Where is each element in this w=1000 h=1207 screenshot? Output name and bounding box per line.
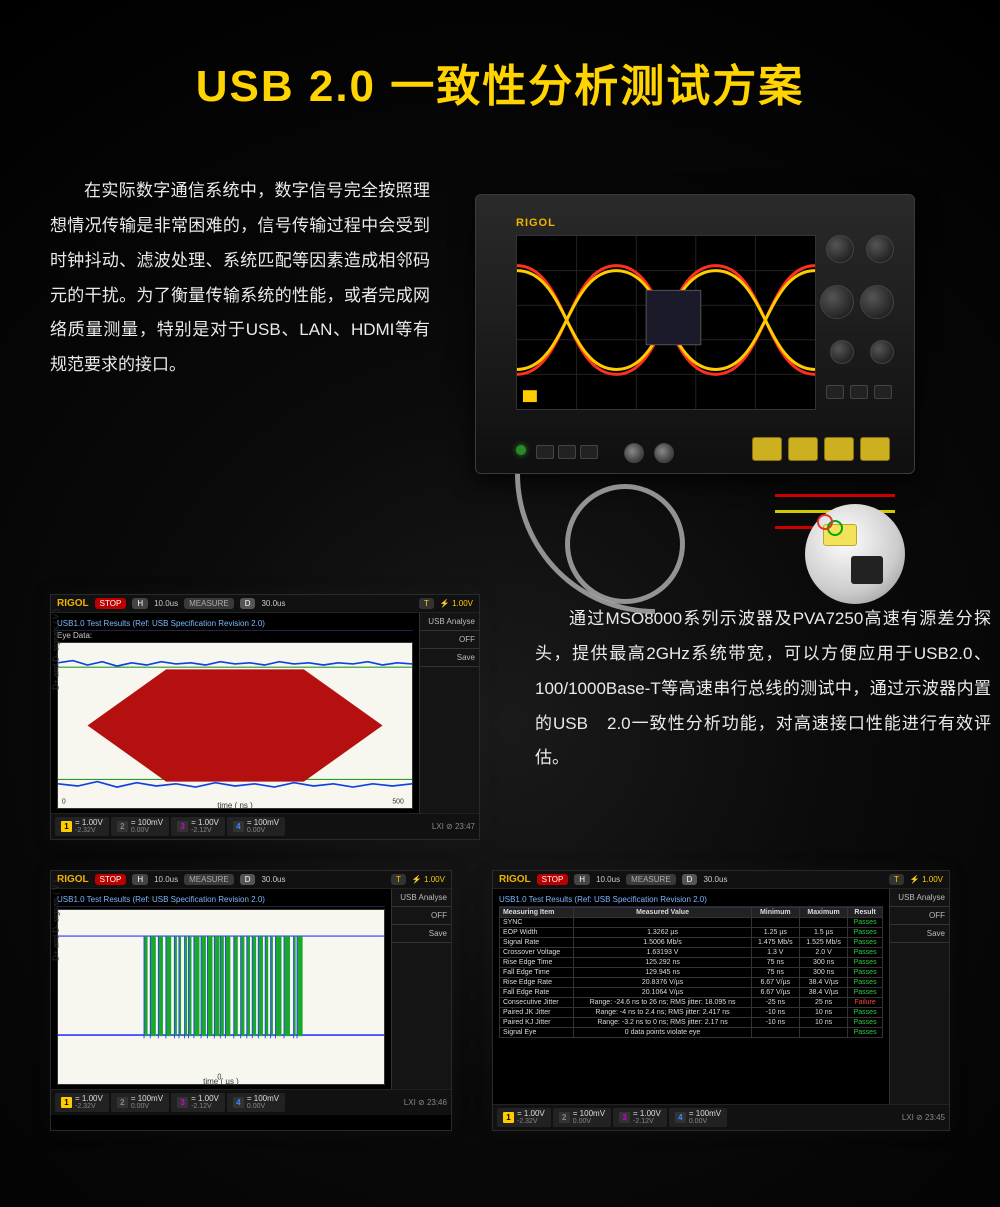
x-axis-label: time ( µs ) <box>58 1077 384 1086</box>
T-label: T <box>391 874 406 885</box>
measure-pill: MEASURE <box>626 874 676 885</box>
screenshot-results-table: RIGOL STOP H 10.0us MEASURE D 30.0us T ⚡… <box>492 870 950 1131</box>
channel-tag: 3= 1.00V-2.12V <box>171 817 225 836</box>
T-label: T <box>419 598 434 609</box>
H-label: H <box>132 598 148 609</box>
bottom-screenshot-row: RIGOL STOP H 10.0us MEASURE D 30.0us T ⚡… <box>50 870 950 1131</box>
D-label: D <box>682 874 698 885</box>
H-label: H <box>132 874 148 885</box>
side-tab-off: OFF <box>392 907 451 925</box>
channel-tag: 1= 1.00V-2.32V <box>55 1093 109 1112</box>
timestamp: LXI ⊘ 23:47 <box>432 822 475 831</box>
shot-subtitle: USB1.0 Test Results (Ref: USB Specificat… <box>57 617 413 631</box>
status-stop: STOP <box>537 874 569 885</box>
intro-row: 在实际数字通信系统中，数字信号完全按照理想情况传输是非常困难的，信号传输过程中会… <box>50 174 950 554</box>
H-value: 10.0us <box>596 875 620 884</box>
side-tab-analyse: USB Analyse <box>890 889 949 907</box>
y-axis-label: D+ and D- signals ( V ) <box>52 608 61 689</box>
accessory-circle <box>805 504 905 604</box>
shot-brand: RIGOL <box>57 598 89 609</box>
channel-tag: 1= 1.00V-2.32V <box>497 1108 551 1127</box>
waveform-graph: 0 D+ and D- signals ( V ) time ( µs ) <box>57 909 385 1085</box>
shot-subtitle: USB1.0 Test Results (Ref: USB Specificat… <box>499 893 883 907</box>
test-results-table: Measuring ItemMeasured ValueMinimumMaxim… <box>499 907 883 1038</box>
side-tab-save: Save <box>420 649 479 667</box>
eye-graph: 0 500 D+ and D- signals ( V ) time ( ns … <box>57 642 413 809</box>
D-label: D <box>240 874 256 885</box>
measure-pill: MEASURE <box>184 598 234 609</box>
shot-brand: RIGOL <box>57 874 89 885</box>
T-value: ⚡ 1.00V <box>412 875 445 884</box>
channel-tag: 4= 100mV0.00V <box>669 1108 727 1127</box>
side-tab-off: OFF <box>420 631 479 649</box>
T-value: ⚡ 1.00V <box>910 875 943 884</box>
channel-tag: 1= 1.00V-2.32V <box>55 817 109 836</box>
H-value: 10.0us <box>154 875 178 884</box>
D-label: D <box>240 598 256 609</box>
device-screen <box>516 235 816 410</box>
timestamp: LXI ⊘ 23:45 <box>902 1113 945 1122</box>
timestamp: LXI ⊘ 23:46 <box>404 1098 447 1107</box>
side-tab-save: Save <box>890 925 949 943</box>
measure-pill: MEASURE <box>184 874 234 885</box>
side-tab-save: Save <box>392 925 451 943</box>
D-value: 30.0us <box>703 875 727 884</box>
H-value: 10.0us <box>154 599 178 608</box>
channel-tag: 2= 100mV0.00V <box>111 817 169 836</box>
shot-subtitle: USB1.0 Test Results (Ref: USB Specificat… <box>57 893 385 907</box>
side-tab-analyse: USB Analyse <box>420 613 479 631</box>
channel-tag: 2= 100mV0.00V <box>553 1108 611 1127</box>
T-value: ⚡ 1.00V <box>440 599 473 608</box>
page-title: USB 2.0 一致性分析测试方案 <box>50 50 950 114</box>
x-axis-label: time ( ns ) <box>58 801 412 810</box>
D-value: 30.0us <box>261 599 285 608</box>
channel-tag: 4= 100mV0.00V <box>227 1093 285 1112</box>
eye-data-label: Eye Data: <box>57 631 413 640</box>
T-label: T <box>889 874 904 885</box>
middle-row: RIGOL STOP H 10.0us MEASURE D 30.0us T ⚡… <box>50 594 950 840</box>
status-stop: STOP <box>95 874 127 885</box>
side-tab-analyse: USB Analyse <box>392 889 451 907</box>
screenshot-waveform: RIGOL STOP H 10.0us MEASURE D 30.0us T ⚡… <box>50 870 452 1131</box>
oscilloscope-device-illustration: RIGOL <box>455 174 935 554</box>
H-label: H <box>574 874 590 885</box>
status-stop: STOP <box>95 598 127 609</box>
channel-tag: 4= 100mV0.00V <box>227 817 285 836</box>
channel-tag: 3= 1.00V-2.12V <box>613 1108 667 1127</box>
shot-brand: RIGOL <box>499 874 531 885</box>
side-tab-off: OFF <box>890 907 949 925</box>
D-value: 30.0us <box>261 875 285 884</box>
y-axis-label: D+ and D- signals ( V ) <box>52 880 61 961</box>
second-paragraph: 通过MSO8000系列示波器及PVA7250高速有源差分探头，提供最高2GHz系… <box>535 602 991 776</box>
channel-tag: 2= 100mV0.00V <box>111 1093 169 1112</box>
intro-paragraph: 在实际数字通信系统中，数字信号完全按照理想情况传输是非常困难的，信号传输过程中会… <box>50 174 430 383</box>
screenshot-eye-diagram: RIGOL STOP H 10.0us MEASURE D 30.0us T ⚡… <box>50 594 480 840</box>
device-brand: RIGOL <box>516 217 556 229</box>
channel-tag: 3= 1.00V-2.12V <box>171 1093 225 1112</box>
